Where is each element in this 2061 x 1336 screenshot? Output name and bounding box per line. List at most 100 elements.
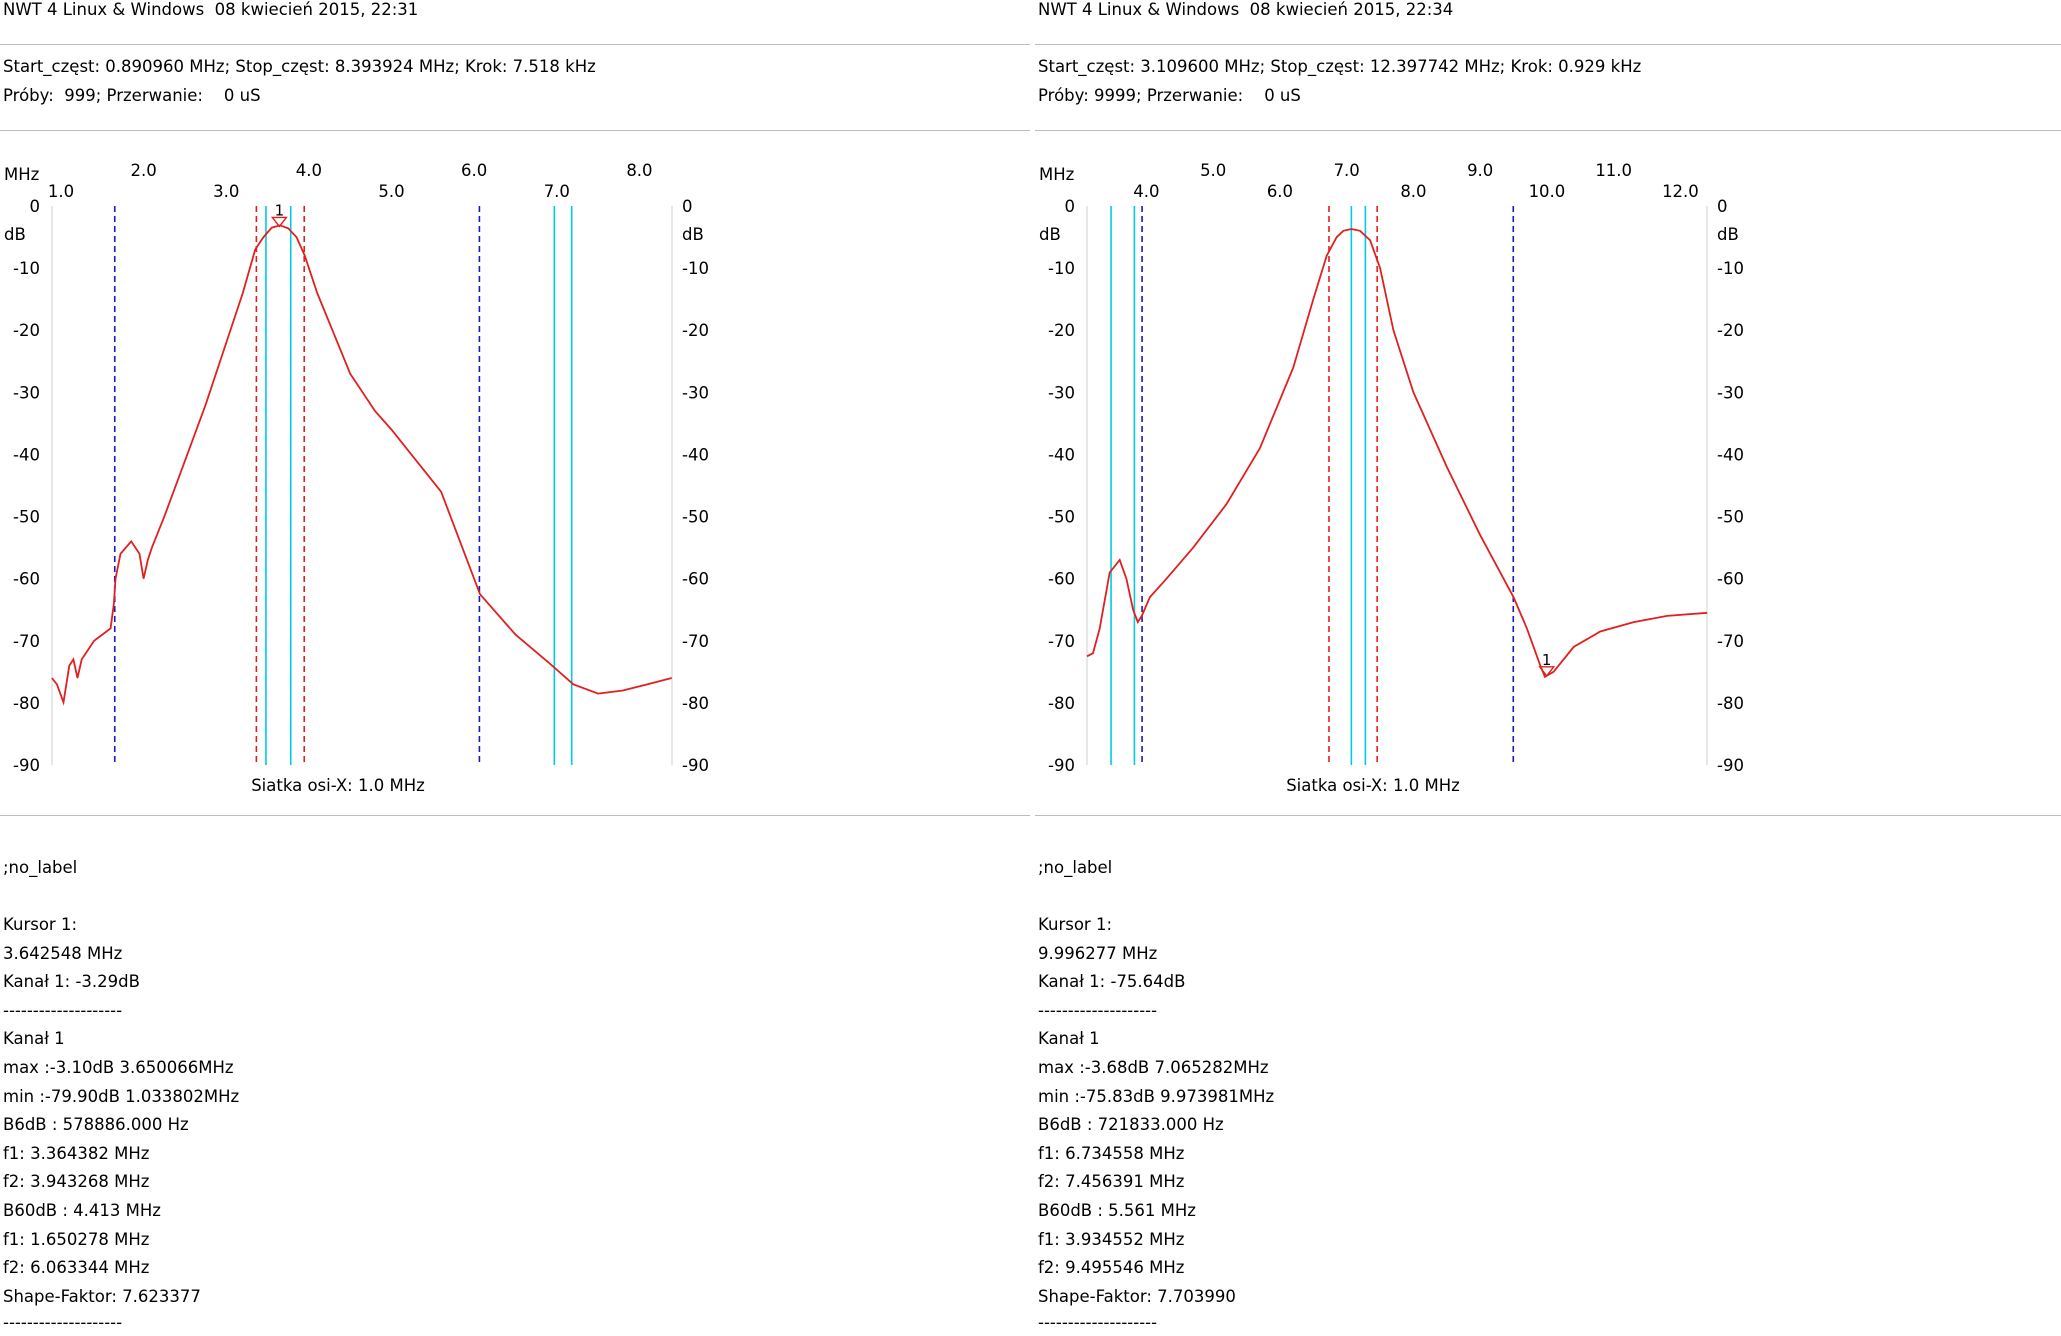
results-line: -------------------- [3,1000,123,1020]
y-tick-label: -10 [13,259,40,278]
x-tick-label: 8.0 [626,161,652,180]
results-line: -------------------- [1038,1000,1158,1020]
results-line: Shape-Faktor: 7.703990 [1038,1286,1236,1306]
x-tick-label: 11.0 [1595,161,1632,180]
cursor-label: 1 [275,201,285,219]
divider [1035,130,2061,131]
y-tick-label: -70 [1048,632,1075,651]
results-line: 9.996277 MHz [1038,943,1158,963]
results-line: f2: 6.063344 MHz [3,1258,150,1278]
x-unit-label: MHz [1039,165,1074,184]
y-tick-label: -80 [682,694,709,713]
results-line: f2: 9.495546 MHz [1038,1258,1185,1278]
y-unit-label-left: dB [1039,225,1061,244]
x-tick-label: 10.0 [1529,182,1566,201]
y-tick-label: -30 [1717,383,1744,402]
results-line: f2: 7.456391 MHz [1038,1172,1185,1192]
y-tick-label: -60 [13,570,40,589]
y-tick-label: -10 [1048,259,1075,278]
y-tick-label: -30 [1048,383,1075,402]
x-tick-label: 12.0 [1662,182,1699,201]
divider [1035,815,2061,816]
y-tick-label: -90 [1717,756,1744,775]
results-line: min :-79.90dB 1.033802MHz [3,1086,240,1106]
results-line: Kanał 1 [3,1029,65,1049]
results-line: B60dB : 4.413 MHz [3,1201,161,1220]
frequency-params: Start_częst: 0.890960 MHz; Stop_częst: 8… [3,57,596,76]
y-tick-label: -70 [682,632,709,651]
results-line: f1: 1.650278 MHz [3,1229,150,1249]
results-line: Kursor 1: [1038,915,1113,934]
x-tick-label: 8.0 [1400,182,1426,201]
y-tick-label: -80 [1048,694,1075,713]
divider [0,130,1030,131]
trace-label: ;no_label [3,858,78,877]
y-tick-label: -20 [13,321,40,340]
results-line: max :-3.68dB 7.065282MHz [1038,1058,1269,1077]
divider [0,44,1030,45]
y-tick-label: -50 [1717,508,1744,527]
y-tick-label: -60 [1717,570,1744,589]
y-tick-label: 0 [1065,197,1076,216]
y-tick-label: -60 [682,570,709,589]
y-tick-label: -50 [1048,508,1075,527]
x-tick-label: 4.0 [296,161,322,180]
y-tick-label: -50 [13,508,40,527]
x-axis-caption: Siatka osi-X: 1.0 MHz [251,776,425,795]
sample-params: Próby: 999; Przerwanie: 0 uS [3,86,261,105]
results-line: Kanał 1 [1038,1029,1100,1049]
y-tick-label: -90 [682,756,709,775]
x-unit-label: MHz [4,165,39,184]
y-tick-label: -50 [682,508,709,527]
results-line: Kanał 1: -75.64dB [1038,972,1186,992]
right-panel: NWT 4 Linux & Windows 08 kwiecień 2015, … [1035,0,2061,1336]
divider [1035,44,2061,45]
x-tick-label: 1.0 [48,182,74,201]
y-tick-label: -40 [1048,445,1075,464]
y-tick-label: -20 [1048,321,1075,340]
y-tick-label: -40 [13,445,40,464]
y-tick-label: -10 [682,259,709,278]
y-tick-label: 0 [30,197,41,216]
x-tick-label: 7.0 [544,182,570,201]
x-tick-label: 9.0 [1467,161,1493,180]
x-tick-label: 6.0 [461,161,487,180]
frequency-params: Start_częst: 3.109600 MHz; Stop_częst: 1… [1038,57,1642,76]
x-tick-label: 5.0 [378,182,404,201]
y-tick-label: -30 [13,383,40,402]
y-tick-label: -60 [1048,570,1075,589]
trace-line [1086,228,1708,679]
x-tick-label: 3.0 [213,182,239,201]
y-tick-label: -40 [682,445,709,464]
x-tick-label: 6.0 [1267,182,1293,201]
y-tick-label: -70 [1717,632,1744,651]
results-line: B6dB : 578886.000 Hz [3,1115,189,1135]
results-line: f2: 3.943268 MHz [3,1172,150,1192]
x-tick-label: 2.0 [131,161,157,180]
y-unit-label-right: dB [1717,225,1739,244]
left-panel: NWT 4 Linux & Windows 08 kwiecień 2015, … [0,0,1030,1336]
trace-label: ;no_label [1038,858,1113,877]
y-unit-label-right: dB [682,225,704,244]
cursor-marker [1538,666,1556,677]
results-line: min :-75.83dB 9.973981MHz [1038,1086,1275,1106]
y-tick-label: 0 [1717,197,1728,216]
y-tick-label: -80 [13,694,40,713]
x-tick-label: 4.0 [1133,182,1159,201]
results-line: Kursor 1: [3,915,78,934]
panel-title: NWT 4 Linux & Windows 08 kwiecień 2015, … [3,0,419,19]
sample-params: Próby: 9999; Przerwanie: 0 uS [1038,86,1301,105]
x-tick-label: 7.0 [1334,161,1360,180]
y-tick-label: -80 [1717,694,1744,713]
results-line: f1: 3.364382 MHz [3,1143,150,1163]
y-tick-label: -30 [682,383,709,402]
results-line: f1: 3.934552 MHz [1038,1229,1185,1249]
y-tick-label: -20 [1717,321,1744,340]
divider [0,815,1030,816]
cursor-marker [270,216,288,228]
y-unit-label-left: dB [4,225,26,244]
y-tick-label: -10 [1717,259,1744,278]
results-line: -------------------- [1038,1313,1158,1332]
y-tick-label: -90 [13,756,40,775]
